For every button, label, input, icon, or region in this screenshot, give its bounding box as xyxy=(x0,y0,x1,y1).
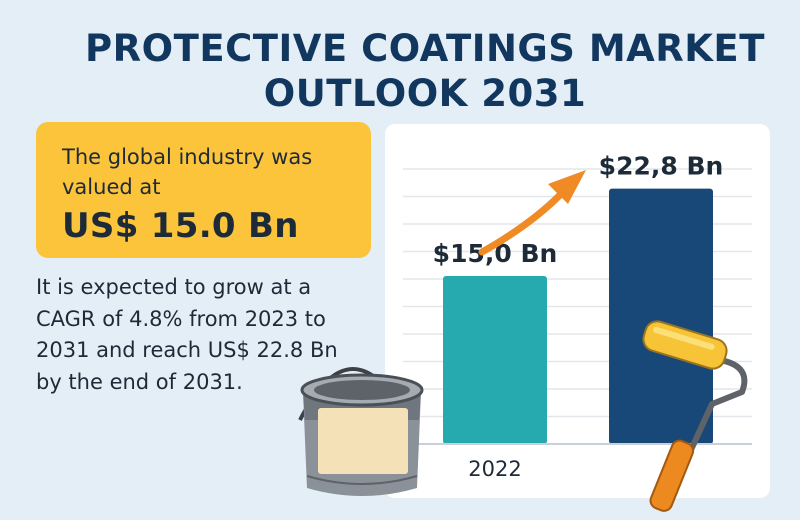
callout-lead: The global industry was valued at xyxy=(62,145,313,199)
title-line-1: PROTECTIVE COATINGS MARKET xyxy=(85,27,765,70)
valuation-callout: The global industry was valued at US$ 15… xyxy=(36,122,371,258)
growth-description: It is expected to grow at a CAGR of 4.8%… xyxy=(36,275,338,394)
paint-roller-icon xyxy=(642,320,748,512)
x-tick-label: 2022 xyxy=(468,457,521,481)
title-line-2: OUTLOOK 2031 xyxy=(263,72,587,115)
bar-1 xyxy=(443,276,547,444)
bar-2 xyxy=(609,188,713,444)
growth-arrow-icon xyxy=(478,170,586,256)
page-title: PROTECTIVE COATINGS MARKET OUTLOOK 2031 xyxy=(60,26,790,116)
paint-can-icon xyxy=(298,367,424,496)
data-label-2: $22,8 Bn xyxy=(599,152,724,181)
callout-value: US$ 15.0 Bn xyxy=(62,206,299,246)
chart-panel: $15,0 Bn $22,8 Bn 2022 xyxy=(385,124,770,498)
